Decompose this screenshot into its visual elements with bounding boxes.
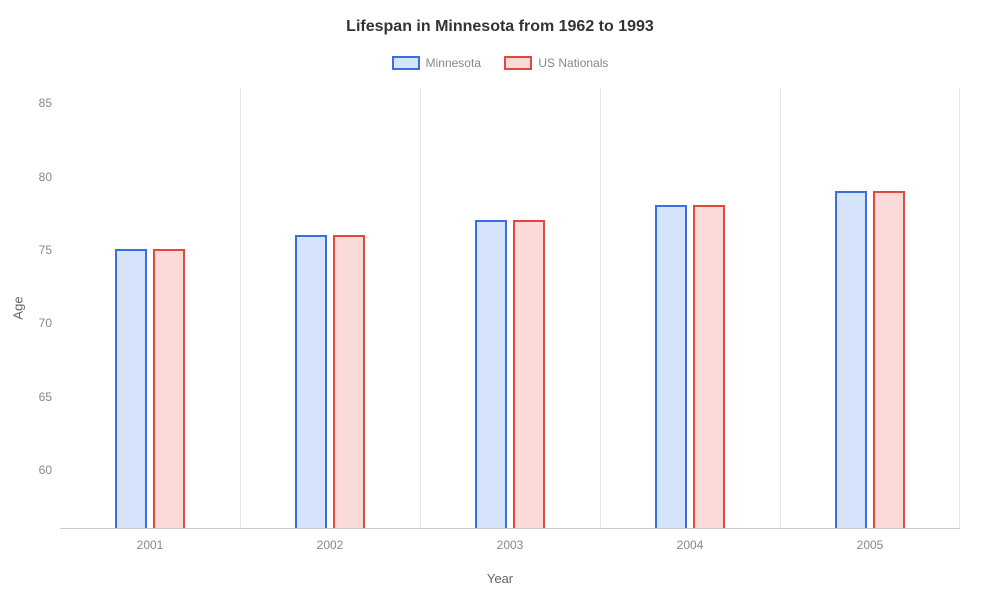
x-tick-label: 2003 [497,538,524,552]
gridline [420,88,421,528]
bar[interactable] [873,191,905,528]
x-tick-label: 2004 [677,538,704,552]
legend-swatch-us-nationals [504,56,532,70]
y-tick-label: 80 [39,170,52,184]
bar[interactable] [153,249,185,528]
legend: Minnesota US Nationals [0,56,1000,73]
bar[interactable] [513,220,545,528]
y-tick-label: 65 [39,390,52,404]
legend-item-us-nationals[interactable]: US Nationals [504,56,608,70]
x-tick-label: 2001 [137,538,164,552]
legend-item-minnesota[interactable]: Minnesota [392,56,481,70]
x-tick-label: 2002 [317,538,344,552]
bar[interactable] [333,235,365,528]
bar[interactable] [295,235,327,528]
gridline [600,88,601,528]
chart-title: Lifespan in Minnesota from 1962 to 1993 [0,18,1000,36]
chart-container: Lifespan in Minnesota from 1962 to 1993 … [0,0,1000,600]
bar[interactable] [475,220,507,528]
y-tick-label: 75 [39,243,52,257]
legend-label-minnesota: Minnesota [426,56,481,70]
legend-swatch-minnesota [392,56,420,70]
legend-label-us-nationals: US Nationals [538,56,608,70]
x-axis-label: Year [0,571,1000,586]
bar[interactable] [693,205,725,528]
gridline [240,88,241,528]
x-tick-label: 2005 [857,538,884,552]
y-axis-label: Age [11,296,26,319]
y-tick-label: 60 [39,463,52,477]
bar[interactable] [835,191,867,528]
bar[interactable] [115,249,147,528]
gridline [959,88,960,528]
y-tick-label: 70 [39,316,52,330]
bar[interactable] [655,205,687,528]
y-tick-label: 85 [39,96,52,110]
gridline [780,88,781,528]
plot-area: 60657075808520012002200320042005 [60,88,960,529]
